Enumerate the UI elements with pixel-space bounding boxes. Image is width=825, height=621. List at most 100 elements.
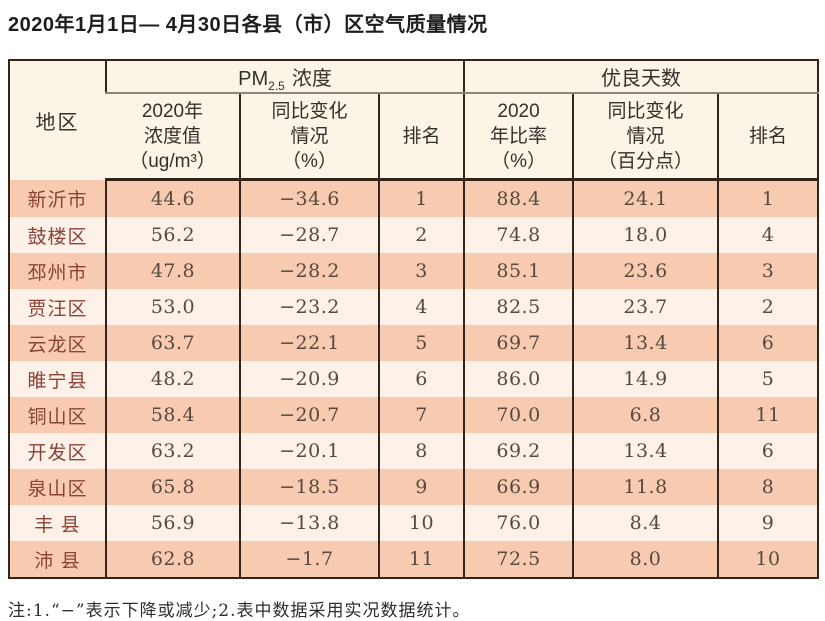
pm25-label-pre: PM xyxy=(238,68,269,90)
value-cell: 62.8 xyxy=(105,541,240,578)
region-cell: 鼓楼区 xyxy=(9,217,106,253)
value-cell: 14.9 xyxy=(572,361,719,397)
value-cell: 18.0 xyxy=(572,217,719,253)
region-cell: 新沂市 xyxy=(9,179,106,217)
table-row: 铜山区 58.4 −20.7 7 70.0 6.8 11 xyxy=(9,397,819,433)
value-cell: 4 xyxy=(377,289,465,325)
pm25-label-sub: 2.5 xyxy=(268,79,285,93)
value-cell: 8 xyxy=(717,469,819,505)
table-row: 鼓楼区 56.2 −28.7 2 74.8 18.0 4 xyxy=(9,217,819,253)
value-cell: 69.7 xyxy=(463,325,574,361)
region-cell: 丰 县 xyxy=(9,505,106,541)
col-header-region: 地区 xyxy=(9,60,106,180)
value-cell: −34.6 xyxy=(239,179,379,217)
value-cell: −1.7 xyxy=(239,541,379,578)
value-cell: 7 xyxy=(377,397,465,433)
value-cell: 85.1 xyxy=(463,253,574,289)
value-cell: 24.1 xyxy=(572,179,719,217)
value-cell: 58.4 xyxy=(105,397,240,433)
value-cell: 6 xyxy=(717,325,819,361)
value-cell: 3 xyxy=(377,253,465,289)
table-row: 贾汪区 53.0 −23.2 4 82.5 23.7 2 xyxy=(9,289,819,325)
value-cell: −20.1 xyxy=(239,433,379,469)
value-cell: 2 xyxy=(717,289,819,325)
value-cell: 10 xyxy=(717,541,819,578)
value-cell: −20.9 xyxy=(239,361,379,397)
value-cell: −23.2 xyxy=(239,289,379,325)
col-header-yoy-change-pct: 同比变化 情况 （%） xyxy=(239,93,379,181)
value-cell: 4 xyxy=(717,217,819,253)
table-row: 沛 县 62.8 −1.7 11 72.5 8.0 10 xyxy=(9,541,819,578)
value-cell: 44.6 xyxy=(105,179,240,217)
value-cell: 6.8 xyxy=(572,397,719,433)
region-cell: 开发区 xyxy=(9,433,106,469)
value-cell: 53.0 xyxy=(105,289,240,325)
table-row: 睢宁县 48.2 −20.9 6 86.0 14.9 5 xyxy=(9,361,819,397)
value-cell: 10 xyxy=(377,505,465,541)
table-body: 新沂市 44.6 −34.6 1 88.4 24.1 1 鼓楼区 56.2 −28.7 2 74.8 1… xyxy=(9,179,819,578)
value-cell: 65.8 xyxy=(105,469,240,505)
value-cell: 63.2 xyxy=(105,433,240,469)
value-cell: 23.7 xyxy=(572,289,719,325)
value-cell: 11 xyxy=(717,397,819,433)
col-header-pm25-rank: 排名 xyxy=(377,93,465,181)
value-cell: −28.2 xyxy=(239,253,379,289)
region-cell: 沛 县 xyxy=(9,541,106,578)
value-cell: 6 xyxy=(377,361,465,397)
value-cell: 70.0 xyxy=(463,397,574,433)
table-row: 邳州市 47.8 −28.2 3 85.1 23.6 3 xyxy=(9,253,819,289)
value-cell: 86.0 xyxy=(463,361,574,397)
value-cell: 82.5 xyxy=(463,289,574,325)
value-cell: 9 xyxy=(717,505,819,541)
page-title: 2020年1月1日— 4月30日各县（市）区空气质量情况 xyxy=(8,14,488,36)
value-cell: 5 xyxy=(717,361,819,397)
value-cell: 11 xyxy=(377,541,465,578)
value-cell: 63.7 xyxy=(105,325,240,361)
value-cell: 1 xyxy=(377,179,465,217)
value-cell: 8.0 xyxy=(572,541,719,578)
region-cell: 泉山区 xyxy=(9,469,106,505)
table-row: 云龙区 63.7 −22.1 5 69.7 13.4 6 xyxy=(9,325,819,361)
value-cell: 76.0 xyxy=(463,505,574,541)
value-cell: 69.2 xyxy=(463,433,574,469)
table-row: 开发区 63.2 −20.1 8 69.2 13.4 6 xyxy=(9,433,819,469)
region-cell: 铜山区 xyxy=(9,397,106,433)
value-cell: 2 xyxy=(377,217,465,253)
value-cell: 56.2 xyxy=(105,217,240,253)
value-cell: 56.9 xyxy=(105,505,240,541)
col-header-concentration-2020: 2020年 浓度值 （ug/m³） xyxy=(106,93,240,181)
region-cell: 贾汪区 xyxy=(9,289,106,325)
value-cell: −13.8 xyxy=(239,505,379,541)
value-cell: 8.4 xyxy=(572,505,719,541)
value-cell: 13.4 xyxy=(572,325,719,361)
value-cell: 23.6 xyxy=(572,253,719,289)
footnote: 注:1.“−”表示下降或减少;2.表中数据采用实况数据统计。 xyxy=(8,601,471,621)
group-header-row: 地区 PM2.5 浓度 优良天数 xyxy=(9,60,819,180)
value-cell: 66.9 xyxy=(463,469,574,505)
value-cell: 9 xyxy=(377,469,465,505)
value-cell: 74.8 xyxy=(463,217,574,253)
region-cell: 云龙区 xyxy=(9,325,106,361)
value-cell: 72.5 xyxy=(463,541,574,578)
value-cell: −22.1 xyxy=(239,325,379,361)
table-row: 丰 县 56.9 −13.8 10 76.0 8.4 9 xyxy=(9,505,819,541)
col-header-yoy-change-points: 同比变化 情况 （百分点） xyxy=(572,93,719,181)
value-cell: 6 xyxy=(717,433,819,469)
col-group-pm25: PM2.5 浓度 xyxy=(104,60,465,94)
col-group-good-days: 优良天数 xyxy=(463,60,819,94)
value-cell: 13.4 xyxy=(572,433,719,469)
value-cell: 8 xyxy=(377,433,465,469)
value-cell: −28.7 xyxy=(239,217,379,253)
value-cell: −18.5 xyxy=(239,469,379,505)
col-header-good-days-ratio: 2020 年比率 （%） xyxy=(463,93,574,181)
value-cell: 3 xyxy=(717,253,819,289)
value-cell: −20.7 xyxy=(239,397,379,433)
sub-header-row: 2020年 浓度值 （ug/m³） 同比变化 情况 （%） 排名 2020 年比… xyxy=(9,93,819,181)
table-row: 泉山区 65.8 −18.5 9 66.9 11.8 8 xyxy=(9,469,819,505)
region-cell: 邳州市 xyxy=(9,253,106,289)
table-header: 地区 PM2.5 浓度 优良天数 2020年 浓度值 （ug/m³） 同比变化 情… xyxy=(9,60,819,181)
pm25-label-post: 浓度 xyxy=(291,68,332,90)
value-cell: 47.8 xyxy=(105,253,240,289)
value-cell: 88.4 xyxy=(463,179,574,217)
table-row: 新沂市 44.6 −34.6 1 88.4 24.1 1 xyxy=(9,179,819,217)
